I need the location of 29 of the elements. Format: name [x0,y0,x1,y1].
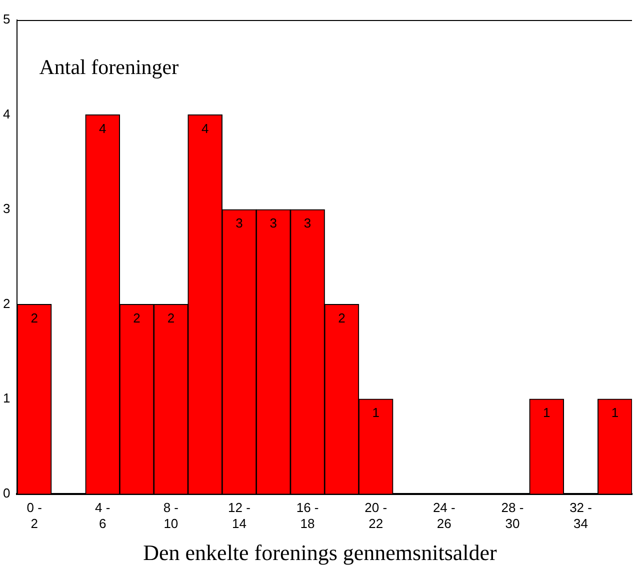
y-tick-label: 4 [2,106,10,122]
x-tick-label: 32 - 34 [570,500,592,531]
x-tick-label: 8 - 10 [163,500,179,531]
data-label: 1 [543,405,550,420]
data-label: 1 [372,405,380,420]
y-tick-label: 2 [2,296,10,311]
data-label: 4 [99,120,106,136]
y-tick-label: 5 [2,12,10,27]
y-axis-title: Antal foreninger [39,55,179,80]
x-tick-label: 16 - 18 [296,500,319,531]
x-tick-label: 4 - 6 [95,500,110,531]
data-label: 3 [236,216,243,231]
data-label: 2 [167,310,175,326]
y-tick-label: 3 [2,201,10,216]
y-tick-label: 1 [2,390,10,406]
data-label: 4 [201,120,209,136]
x-axis-title: Den enkelte forenings gennemsnitsalder [142,540,498,566]
data-label: 3 [304,216,312,231]
y-tick-label: 0 [2,485,10,500]
x-tick-label: 24 - 26 [432,500,456,531]
x-tick-label: 28 - 30 [501,500,524,531]
data-label: 1 [611,405,619,420]
x-tick-label: 20 - 22 [364,500,388,531]
x-tick-label: 12 - 14 [228,500,250,531]
x-tick-label: 0 - 2 [26,500,42,531]
data-label: 2 [133,310,140,326]
data-label: 2 [338,310,346,326]
data-label: 2 [30,310,38,326]
data-label: 3 [270,216,277,231]
